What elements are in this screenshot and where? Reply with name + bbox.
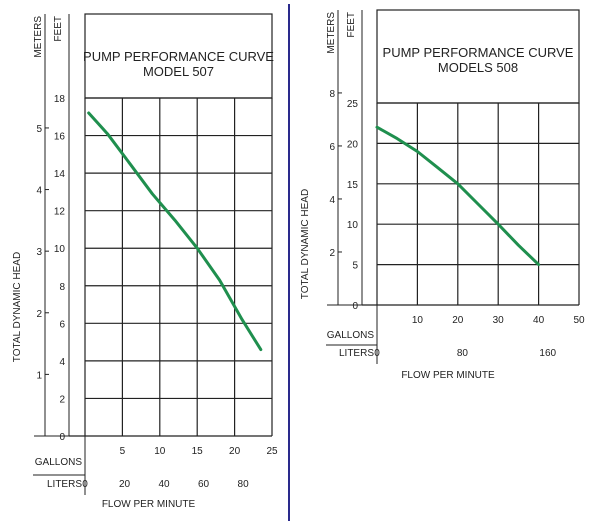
pump-curve-line — [375, 125, 541, 267]
x-axis-title: FLOW PER MINUTE — [102, 499, 196, 510]
meters-label: METERS — [33, 16, 44, 58]
x-axis-title: FLOW PER MINUTE — [401, 370, 495, 381]
gallons-tick-label: 10 — [154, 446, 166, 457]
liters-label: LITERS — [47, 479, 82, 490]
feet-tick-label: 5 — [352, 261, 358, 272]
meters-tick-label: 2 — [36, 309, 42, 320]
liters-tick-label: 0 — [374, 348, 380, 359]
gallons-tick-label: 25 — [266, 446, 278, 457]
liters-tick-label: 40 — [158, 479, 170, 490]
chart-title: PUMP PERFORMANCE CURVE — [383, 45, 574, 60]
meters-tick-label: 4 — [329, 195, 335, 206]
liters-tick-label: 80 — [457, 348, 469, 359]
feet-tick-label: 16 — [54, 132, 66, 143]
liters-tick-label: 60 — [198, 479, 210, 490]
meters-tick-label: 4 — [36, 186, 42, 197]
liters-tick-label: 80 — [238, 479, 250, 490]
meters-tick-label: 5 — [36, 124, 42, 135]
feet-tick-label: 8 — [59, 282, 65, 293]
meters-tick-label: 1 — [36, 370, 42, 381]
gallons-tick-label: 20 — [229, 446, 241, 457]
feet-label: FEET — [346, 12, 357, 38]
feet-tick-label: 18 — [54, 94, 66, 105]
gallons-tick-label: 50 — [573, 315, 585, 326]
liters-label: LITERS — [339, 348, 374, 359]
feet-tick-label: 0 — [59, 432, 65, 443]
gallons-tick-label: 30 — [493, 315, 505, 326]
gallons-tick-label: 5 — [120, 446, 126, 457]
liters-tick-label: 160 — [539, 348, 556, 359]
feet-tick-label: 4 — [59, 357, 65, 368]
gallons-tick-label: 40 — [533, 315, 545, 326]
gallons-tick-label: 20 — [452, 315, 464, 326]
chart-title: PUMP PERFORMANCE CURVE — [83, 49, 274, 64]
feet-tick-label: 20 — [347, 139, 359, 150]
feet-tick-label: 10 — [54, 244, 66, 255]
feet-tick-label: 6 — [59, 319, 65, 330]
y-axis-title: TOTAL DYNAMIC HEAD — [12, 252, 23, 362]
feet-tick-label: 12 — [54, 207, 66, 218]
feet-tick-label: 15 — [347, 180, 359, 191]
feet-tick-label: 10 — [347, 220, 359, 231]
feet-tick-label: 14 — [54, 169, 66, 180]
meters-tick-label: 6 — [329, 142, 335, 153]
feet-tick-label: 25 — [347, 99, 359, 110]
feet-tick-label: 2 — [59, 394, 65, 405]
gallons-tick-label: 10 — [412, 315, 424, 326]
liters-tick-label: 20 — [119, 479, 131, 490]
pump-curve-line — [87, 111, 263, 352]
meters-label: METERS — [326, 12, 337, 54]
meters-tick-label: 8 — [329, 89, 335, 100]
meters-tick-label: 2 — [329, 248, 335, 259]
gallons-label: GALLONS — [327, 330, 375, 341]
feet-label: FEET — [53, 16, 64, 42]
y-axis-title: TOTAL DYNAMIC HEAD — [300, 189, 311, 299]
meters-tick-label: 3 — [36, 247, 42, 258]
chart-subtitle: MODELS 508 — [438, 60, 518, 75]
liters-tick-label: 0 — [82, 479, 88, 490]
gallons-tick-label: 15 — [192, 446, 204, 457]
chart-subtitle: MODEL 507 — [143, 64, 214, 79]
gallons-label: GALLONS — [35, 457, 83, 468]
feet-tick-label: 0 — [352, 301, 358, 312]
